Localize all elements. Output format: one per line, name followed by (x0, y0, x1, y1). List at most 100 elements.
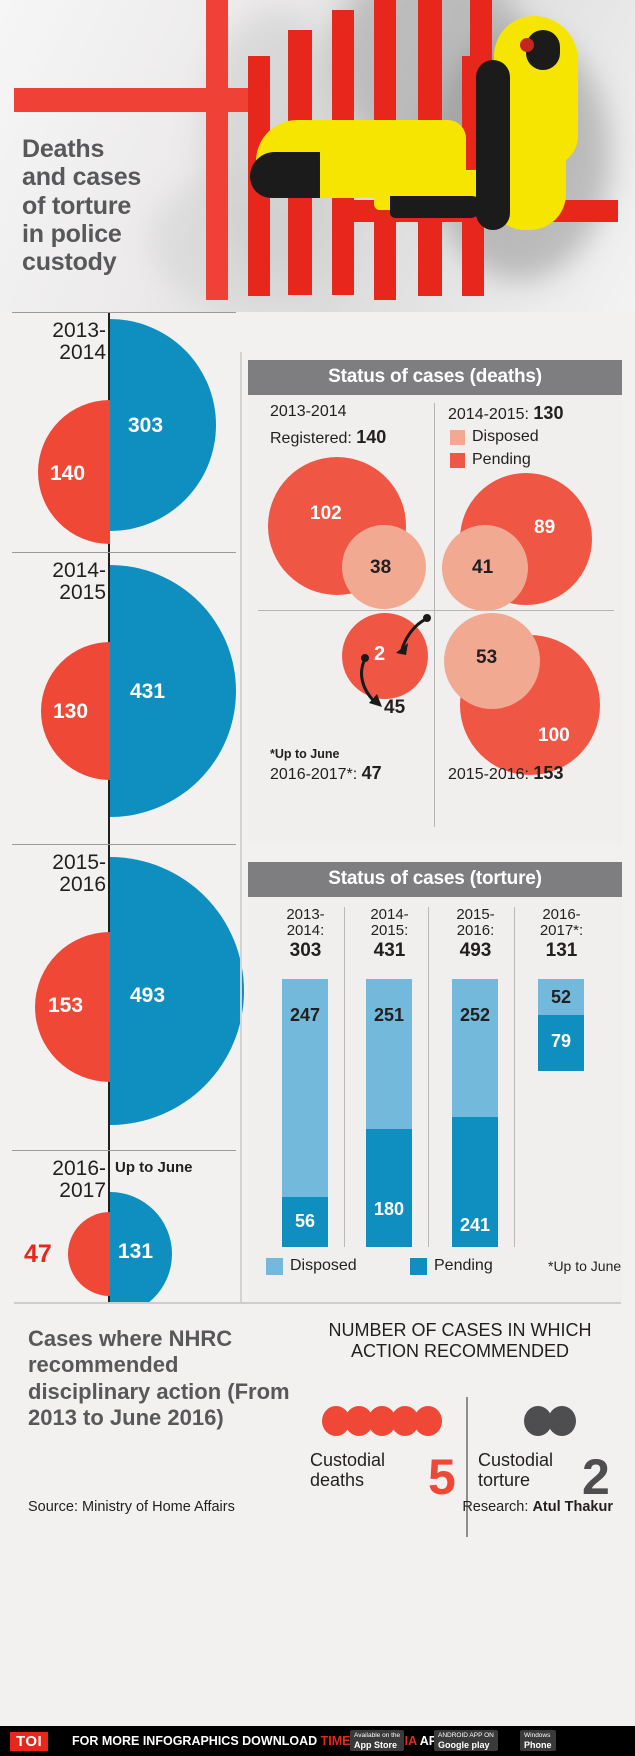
torture-bar-3-pending-value: 241 (459, 1215, 491, 1235)
row-divider-3 (12, 844, 236, 845)
q1-registered-line: Registered: 140 (270, 427, 386, 448)
deaths-panel-title: Status of cases (deaths) (248, 360, 622, 395)
custodial-torture-caption: Custodial torture (478, 1450, 554, 1491)
legend-pending-label: Pending (472, 451, 531, 468)
page-title-l5: custody (22, 248, 117, 276)
torture-bar-3-disposed: 252 (452, 979, 498, 1117)
torture-col-4-total: 131 (545, 940, 578, 962)
torture-legend-disposed-swatch (266, 1257, 283, 1275)
torture-bar-4-disposed: 52 (538, 979, 584, 1015)
research-value: Atul Thakur (532, 1499, 613, 1515)
torture-col-1-year: 2013- 2014: (286, 906, 325, 940)
up-to-june-note: Up to June (115, 1159, 193, 1176)
legend-disposed: Disposed (450, 428, 539, 446)
q2-disposed-circle (442, 525, 528, 611)
q3-disposed-value: 45 (384, 697, 406, 718)
torture-bar-3: 252 241 (452, 979, 498, 1247)
windows-phone-badge[interactable]: Windows Phone (520, 1730, 556, 1751)
deaths-half-4 (68, 1212, 110, 1296)
q1-registered-label: Registered: (270, 430, 352, 447)
torture-footnote: *Up to June (548, 1258, 622, 1274)
page-title-l2: and cases (22, 163, 142, 192)
torture-bar-4-disposed-value: 52 (550, 987, 572, 1007)
torture-legend-disposed: Disposed (266, 1257, 357, 1275)
torture-legend-pending: Pending (410, 1257, 493, 1275)
q4-disposed-value: 53 (476, 647, 498, 668)
torture-value-1: 303 (128, 414, 164, 437)
torture-col-2-total: 431 (373, 940, 406, 962)
q4-total: 153 (533, 763, 564, 783)
q4-pending-value: 100 (538, 725, 570, 746)
bottom-section: Cases where NHRC recommended disciplinar… (0, 1302, 635, 1702)
toi-logo: TOI (10, 1732, 49, 1751)
source-value: Ministry of Home Affairs (77, 1499, 235, 1515)
torture-bar-1-disposed: 247 (282, 979, 328, 1197)
column-divider (240, 352, 242, 1302)
torture-status-panel: Status of cases (torture) 2013- 2014: 303… (248, 862, 622, 1302)
custodial-deaths-caption: Custodial deaths (310, 1450, 386, 1491)
quadrant-hline (258, 610, 614, 611)
torture-bar-4-pending: 79 (538, 1015, 584, 1071)
google-play-badge[interactable]: ANDROID APP ON Google play (434, 1730, 498, 1751)
torture-col-3-total: 493 (459, 940, 492, 962)
torture-divider-3 (514, 907, 515, 1247)
torture-legend-pending-label: Pending (434, 1257, 493, 1274)
torture-value-3: 493 (130, 984, 166, 1007)
row-divider-1 (12, 312, 236, 313)
q3-heading: 2016-2017*: (270, 766, 358, 783)
torture-legend-pending-swatch (410, 1257, 427, 1275)
torture-bar-2-pending: 180 (366, 1129, 412, 1247)
deaths-value-3: 153 (48, 994, 84, 1017)
torture-col-4-year: 2016- 2017*: (539, 906, 584, 940)
torture-bar-4: 52 79 (538, 979, 584, 1071)
row-divider-2 (12, 552, 236, 553)
app-store-badge[interactable]: Available on the App Store (350, 1730, 405, 1751)
deaths-footnote: *Up to June (270, 747, 340, 761)
row-year-label-3: 2015- 2016 (52, 851, 106, 897)
chart-axis (108, 312, 110, 1302)
torture-bar-2-disposed: 251 (366, 979, 412, 1129)
page-title-l3: of torture (22, 191, 132, 220)
toi-promo-text-1: FOR MORE INFOGRAPHICS DOWNLOAD (72, 1734, 321, 1748)
deaths-value-2: 130 (53, 700, 89, 723)
app-store-line1: Available on the (354, 1732, 401, 1739)
main-halfcircle-chart: 2013- 2014 140 303 2014- 2015 130 431 2015… (0, 312, 244, 1316)
torture-bar-2-pending-value: 180 (373, 1199, 405, 1219)
torture-col-1-total: 303 (289, 940, 322, 962)
row-divider-4 (12, 1150, 236, 1151)
recommend-heading: NUMBER OF CASES IN WHICH ACTION RECOMMEN… (328, 1320, 592, 1362)
q1-disposed-circle (342, 525, 426, 609)
custodial-torture-value: 2 (582, 1449, 610, 1505)
research-line: Research: Atul Thakur (462, 1499, 613, 1515)
deaths-value-1: 140 (50, 462, 86, 485)
toi-footer: TOI FOR MORE INFOGRAPHICS DOWNLOAD TIMES… (0, 1726, 635, 1756)
torture-bar-3-pending: 241 (452, 1117, 498, 1247)
q3-arrows-icon (360, 614, 431, 707)
q1-heading: 2013-2014 (270, 403, 347, 420)
q4-disposed-circle (444, 613, 540, 709)
q2-heading: 2014-2015: (448, 406, 529, 423)
q3-heading-line: 2016-2017*: 47 (270, 763, 382, 784)
custodial-deaths-value: 5 (428, 1449, 456, 1505)
q3-pending-value: 2 (374, 643, 386, 665)
source-label: Source: (28, 1499, 78, 1515)
row-year-label-2: 2014- 2015 (52, 559, 106, 605)
legend-pending-swatch (450, 452, 465, 468)
nhrc-title: Cases where NHRC recommended disciplinar… (28, 1326, 290, 1431)
torture-bar-1: 247 56 (282, 979, 328, 1247)
q4-heading: 2015-2016: (448, 766, 529, 783)
app-store-line2: App Store (354, 1740, 398, 1751)
page-title-l1: Deaths (22, 135, 105, 163)
row-year-label-1: 2013- 2014 (52, 319, 106, 365)
torture-value-4: 131 (118, 1240, 154, 1263)
row-year-label-4: 2016- 2017 (52, 1157, 106, 1203)
google-play-line2: Google play (438, 1740, 490, 1751)
q1-pending-value: 102 (310, 503, 342, 524)
deaths-value-4: 47 (24, 1240, 52, 1268)
page-title-l4: in police (22, 219, 122, 248)
torture-bar-1-pending: 56 (282, 1197, 328, 1247)
q1-registered-total: 140 (356, 427, 387, 447)
research-label: Research: (462, 1499, 529, 1515)
torture-bar-3-disposed-value: 252 (459, 1005, 491, 1025)
